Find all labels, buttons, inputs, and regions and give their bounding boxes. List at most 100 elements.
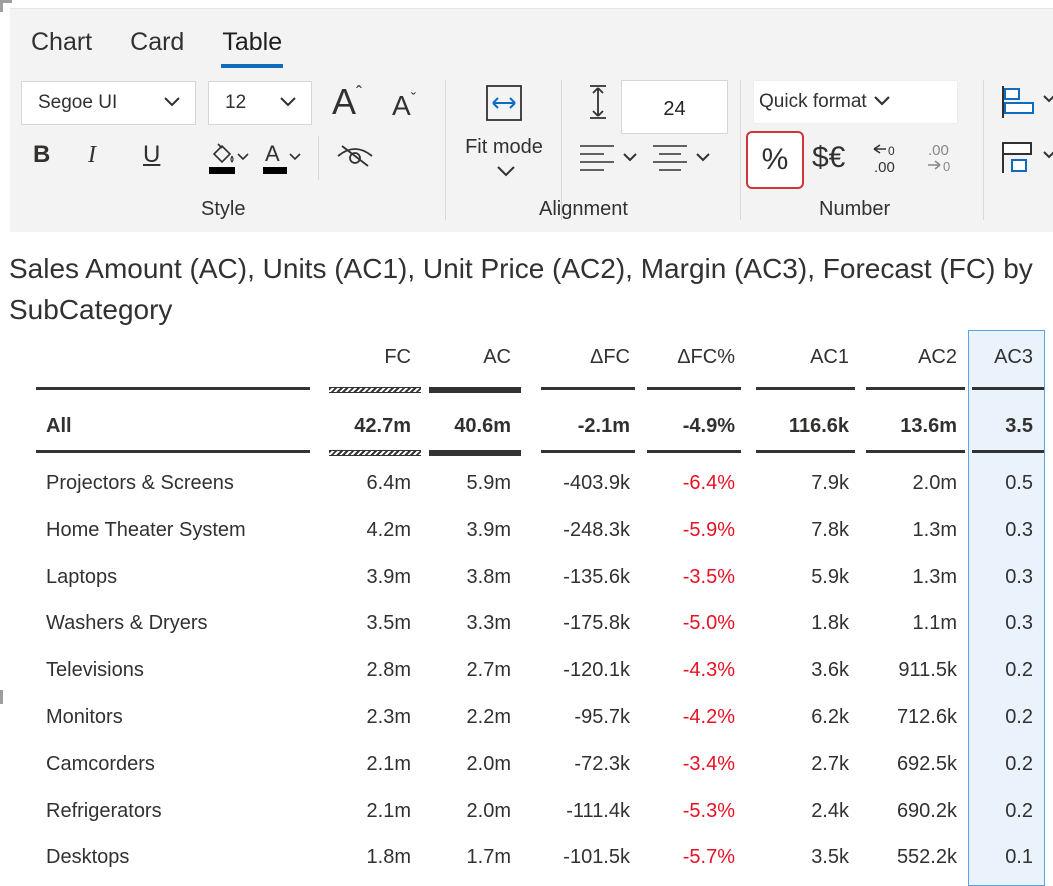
row-label: Projectors & Screens bbox=[46, 472, 234, 494]
table-cell: 552.2k bbox=[896, 846, 957, 869]
table-cell: 1.3m bbox=[912, 565, 957, 588]
table-cell: -120.1k bbox=[563, 659, 630, 682]
table-cell: 3.6k bbox=[811, 659, 849, 682]
header-fc[interactable]: FC bbox=[384, 346, 411, 368]
increase-decimals-label: .00 bbox=[874, 159, 895, 176]
table-cell: 3.5k bbox=[811, 846, 849, 869]
row-height-input[interactable]: 24 bbox=[621, 80, 728, 134]
svg-text:0: 0 bbox=[943, 159, 950, 174]
table-cell: 1.1m bbox=[912, 612, 957, 635]
row-label: Televisions bbox=[46, 659, 144, 682]
table-cell: 911.5k bbox=[898, 659, 957, 682]
header-dfc[interactable]: ΔFC bbox=[589, 346, 630, 368]
header-ac3[interactable]: AC3 bbox=[994, 346, 1033, 368]
table-cell: -111.4k bbox=[566, 799, 630, 822]
header-rule bbox=[756, 387, 855, 390]
table-cell: 2.2m bbox=[466, 706, 511, 728]
table-cell: -95.7k bbox=[574, 706, 630, 728]
table-cell: -5.7% bbox=[682, 846, 735, 869]
table-cell: 2.3m bbox=[366, 706, 411, 728]
distribute-icon[interactable] bbox=[1000, 140, 1053, 181]
total-rule bbox=[36, 450, 310, 453]
total-rule bbox=[647, 450, 741, 453]
table-cell: 3.8m bbox=[466, 565, 511, 588]
chevron-down-icon bbox=[279, 92, 297, 115]
table-cell: -3.5% bbox=[682, 565, 735, 588]
font-size-dropdown[interactable]: 12 bbox=[208, 81, 312, 125]
row-label: Monitors bbox=[46, 706, 123, 728]
table-cell: 3.3m bbox=[466, 612, 511, 635]
vertical-align-icon[interactable] bbox=[651, 142, 719, 179]
table-cell: 4.2m bbox=[366, 518, 411, 541]
align-chart-icon[interactable] bbox=[1000, 84, 1053, 125]
table-cell: 0.3 bbox=[1005, 612, 1033, 635]
table-cell: -101.5k bbox=[563, 846, 630, 869]
tab-table[interactable]: Table bbox=[221, 28, 283, 68]
font-family-value: Segoe UI bbox=[38, 92, 118, 113]
hide-icon[interactable] bbox=[336, 142, 374, 175]
table-cell: 0.2 bbox=[1005, 799, 1033, 822]
decrease-font-icon[interactable]: Aˇ bbox=[392, 90, 417, 121]
fit-mode-button[interactable]: Fit mode bbox=[462, 137, 546, 157]
svg-text:0: 0 bbox=[888, 144, 895, 158]
total-cell: 116.6k bbox=[788, 415, 849, 437]
fill-color-icon[interactable] bbox=[208, 140, 254, 181]
percent-format-button[interactable]: % bbox=[746, 131, 804, 189]
row-height-icon bbox=[586, 84, 610, 125]
header-ac[interactable]: AC bbox=[483, 346, 511, 368]
table-cell: 0.3 bbox=[1005, 518, 1033, 541]
header-ac1[interactable]: AC1 bbox=[810, 346, 849, 368]
row-label: Home Theater System bbox=[46, 518, 246, 541]
header-rule bbox=[36, 387, 310, 390]
table-cell: 2.0m bbox=[466, 752, 511, 775]
header-dfc-pct[interactable]: ΔFC% bbox=[677, 346, 735, 368]
header-ac2[interactable]: AC2 bbox=[918, 346, 957, 368]
table-cell: -5.3% bbox=[682, 799, 735, 822]
decrease-decimals-icon[interactable]: .00 0 bbox=[924, 141, 960, 182]
table-cell: 0.2 bbox=[1005, 752, 1033, 775]
total-rule bbox=[429, 450, 521, 456]
tab-card[interactable]: Card bbox=[130, 28, 185, 56]
chevron-down-icon bbox=[163, 92, 181, 115]
table-cell: -3.4% bbox=[682, 752, 735, 775]
table-cell: 0.3 bbox=[1005, 565, 1033, 588]
group-label-style: Style bbox=[201, 198, 246, 220]
table-cell: -403.9k bbox=[563, 472, 630, 494]
header-rule bbox=[866, 387, 965, 390]
table-cell: 3.9m bbox=[366, 565, 411, 588]
table-cell: 2.7k bbox=[811, 752, 849, 775]
header-rule bbox=[429, 387, 521, 393]
tab-chart[interactable]: Chart bbox=[31, 28, 93, 56]
font-color-icon[interactable]: A bbox=[262, 140, 310, 181]
window-corner-mark bbox=[0, 0, 12, 3]
quick-format-label: Quick format bbox=[759, 91, 867, 112]
underline-icon[interactable]: U bbox=[143, 141, 161, 168]
chevron-down-icon[interactable] bbox=[495, 160, 517, 184]
total-row-label: All bbox=[46, 415, 72, 437]
grow-font-letter: A bbox=[332, 81, 357, 122]
table-cell: 2.0m bbox=[466, 799, 511, 822]
table-cell: 2.1m bbox=[366, 752, 411, 775]
currency-format-button[interactable]: $€ bbox=[812, 141, 846, 174]
table-cell: 0.2 bbox=[1005, 659, 1033, 682]
horizontal-align-icon[interactable] bbox=[578, 142, 646, 179]
increase-font-icon[interactable]: Aˆ bbox=[332, 81, 363, 122]
table-cell: 6.2k bbox=[811, 706, 849, 728]
table-cell: -4.2% bbox=[682, 706, 735, 728]
table-cell: -72.3k bbox=[574, 752, 630, 775]
bold-icon[interactable]: B bbox=[33, 141, 51, 168]
table-cell: 2.0m bbox=[912, 472, 957, 494]
italic-icon[interactable]: I bbox=[88, 142, 96, 168]
table-cell: -135.6k bbox=[563, 565, 630, 588]
fit-mode-icon[interactable] bbox=[485, 84, 523, 127]
visual-title: Sales Amount (AC), Units (AC1), Unit Pri… bbox=[9, 253, 1033, 325]
quick-format-dropdown[interactable]: Quick format bbox=[753, 80, 958, 124]
font-family-dropdown[interactable]: Segoe UI bbox=[21, 81, 196, 125]
font-size-value: 12 bbox=[225, 92, 247, 113]
row-label: Washers & Dryers bbox=[46, 612, 208, 635]
table-cell: 5.9m bbox=[466, 472, 511, 494]
table-cell: 3.9m bbox=[466, 518, 511, 541]
total-rule bbox=[329, 450, 421, 456]
selected-column-highlight[interactable] bbox=[968, 330, 1045, 886]
increase-decimals-icon[interactable]: 0 .00 bbox=[870, 141, 906, 182]
